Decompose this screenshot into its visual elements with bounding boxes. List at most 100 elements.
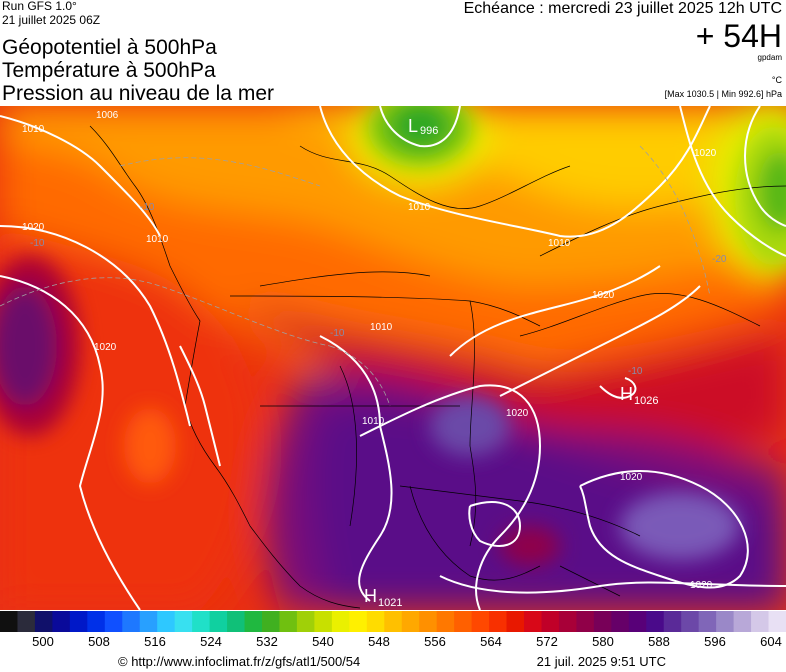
colorbar-swatch (663, 611, 682, 632)
pressure-center-value: 1026 (634, 395, 658, 407)
colorbar-tick-label: 540 (312, 634, 334, 649)
isobar-label: 1020 (94, 342, 117, 353)
colorbar-swatch (646, 611, 665, 632)
isobar-label: 1020 (22, 222, 45, 233)
colorbar-tick-label: 548 (368, 634, 390, 649)
colorbar-tick-label: 604 (760, 634, 782, 649)
colorbar-swatch (122, 611, 141, 632)
colorbar-swatch (419, 611, 438, 632)
isobar-label: 1010 (370, 322, 393, 333)
colorbar-swatch (296, 611, 315, 632)
forecast-time: Echéance : mercredi 23 juillet 2025 12h … (463, 0, 782, 17)
temperature-label: -10 (628, 366, 643, 377)
isobar-label: 1010 (548, 238, 571, 249)
colorbar-swatch (489, 611, 508, 632)
colorbar-swatch (174, 611, 193, 632)
colorbar-swatch (104, 611, 123, 632)
colorbar-swatch (681, 611, 700, 632)
colorbar-swatch (0, 611, 18, 632)
temperature-label: -10 (30, 238, 45, 249)
isobar-label: 1020 (690, 580, 713, 591)
temperature-labels: -10 -10 -20 -10 -10 (30, 202, 727, 377)
isobar-label: 1010 (22, 124, 45, 135)
colorbar-tick-label: 556 (424, 634, 446, 649)
colorbar-swatch (139, 611, 158, 632)
colorbar-swatch (384, 611, 403, 632)
run-label: Run GFS 1.0° (2, 0, 77, 13)
pressure-center-value: 1021 (378, 597, 402, 609)
low-pressure-center: L 996 (408, 116, 438, 137)
colorbar-swatch (751, 611, 770, 632)
colorbar-swatch (716, 611, 735, 632)
colorbar-swatch (454, 611, 473, 632)
colorbar-swatch (436, 611, 455, 632)
temperature-label: -10 (330, 328, 345, 339)
colorbar-swatch (628, 611, 647, 632)
temperature-label: -10 (140, 202, 155, 213)
colorbar-swatch (262, 611, 280, 632)
isobar-label: 1020 (694, 148, 717, 159)
pressure-center-symbol: H (620, 384, 633, 404)
colorbar-tick-label: 564 (480, 634, 502, 649)
isobars (0, 106, 786, 610)
colorbar-swatch (157, 611, 176, 632)
pressure-centers: L 996 H 1026 H 1021 (364, 116, 658, 609)
colorbar-swatch (192, 611, 211, 632)
unit-temperature: °C (771, 75, 782, 85)
colorbar-swatch (768, 611, 786, 632)
pressure-center-symbol: L (408, 116, 418, 136)
colorbar-tick-label: 572 (536, 634, 558, 649)
colorbar-swatch (69, 611, 88, 632)
title-temperature: Température à 500hPa (2, 59, 216, 82)
isobar-labels: 1006 1010 1010 1010 1010 1020 1020 1020 … (22, 110, 717, 591)
colorbar-swatch (558, 611, 577, 632)
colorbar-swatch (314, 611, 333, 632)
colorbar-swatch (541, 611, 560, 632)
colorbar-swatch (366, 611, 385, 632)
forecast-offset: + 54H (695, 18, 782, 54)
high-pressure-center: H 1021 (364, 586, 402, 609)
isobar-label: 1020 (506, 408, 529, 419)
colorbar-tick-label: 596 (704, 634, 726, 649)
colorbar-tick-label: 532 (256, 634, 278, 649)
copyright-url: © http://www.infoclimat.fr/z/gfs/atl1/50… (118, 654, 361, 669)
colorbar-swatch (733, 611, 752, 632)
isobar-label: 1006 (96, 110, 119, 121)
colorbar-tick-label: 524 (200, 634, 222, 649)
pressure-center-symbol: H (364, 586, 377, 606)
geopotential-colorbar (0, 611, 786, 632)
colorbar-swatch (34, 611, 53, 632)
colorbar-labels: 500 508 516 524 532 540 548 556 564 572 580 588 596 6… (0, 635, 786, 651)
isobar-label: 1010 (362, 416, 385, 427)
title-sea-level-pressure: Pression au niveau de la mer (2, 82, 274, 105)
temperature-label: -20 (712, 254, 727, 265)
colorbar-swatch (698, 611, 717, 632)
colorbar-swatch (401, 611, 420, 632)
colorbar-swatch (506, 611, 525, 632)
colorbar-swatch (524, 611, 542, 632)
colorbar-swatch (52, 611, 71, 632)
run-date: 21 juillet 2025 06Z (2, 13, 101, 27)
map-titles: Géopotentiel à 500hPa Température à 500h… (2, 36, 274, 105)
pressure-center-value: 996 (420, 125, 438, 137)
colorbar-tick-label: 580 (592, 634, 614, 649)
colorbar-tick-label: 588 (648, 634, 670, 649)
colorbar-swatch (576, 611, 595, 632)
colorbar-swatch (279, 611, 298, 632)
colorbar-swatch (87, 611, 106, 632)
colorbar-swatch (244, 611, 263, 632)
title-geopotential: Géopotentiel à 500hPa (2, 36, 217, 59)
colorbar-swatch (227, 611, 246, 632)
colorbar-tick-label: 500 (32, 634, 54, 649)
colorbar-swatch (17, 611, 36, 632)
weather-map: 1006 1010 1010 1010 1010 1020 1020 1020 … (0, 106, 786, 610)
colorbar-swatch (349, 611, 368, 632)
isobar-label: 1010 (146, 234, 169, 245)
colorbar-swatch (331, 611, 350, 632)
colorbar-tick-label: 516 (144, 634, 166, 649)
high-pressure-center: H 1026 (620, 384, 658, 407)
isobar-label: 1020 (620, 472, 643, 483)
isobar-label: 1010 (408, 202, 431, 213)
colorbar-swatch (209, 611, 228, 632)
colorbar-swatch (471, 611, 490, 632)
